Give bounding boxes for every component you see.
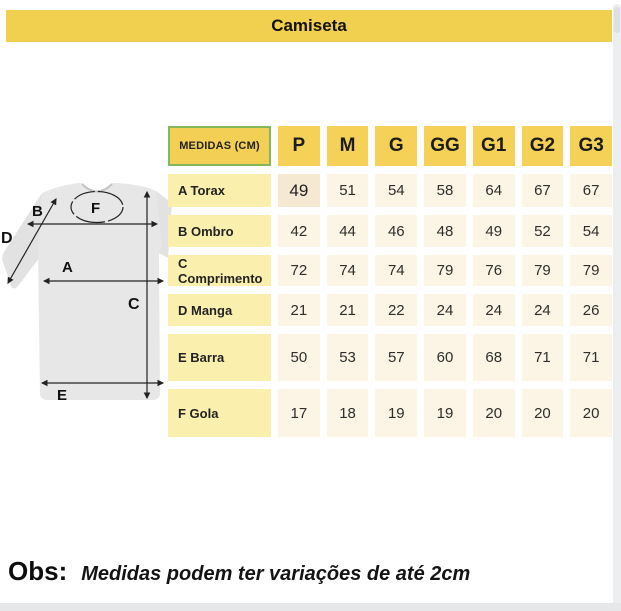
table-cell: 20 [570, 389, 612, 437]
table-cell: 44 [326, 215, 369, 247]
row-label-manga: D Manga [168, 294, 271, 326]
size-header-g1: G1 [472, 126, 515, 166]
scrollbar-thumb[interactable] [614, 7, 620, 33]
size-header-gg: GG [424, 126, 466, 166]
collar-curve [81, 183, 113, 193]
measure-label-b: B [32, 203, 43, 220]
table-cell: 79 [424, 255, 466, 286]
table-cell: 74 [326, 255, 369, 286]
table-cell: 20 [472, 389, 515, 437]
table-cell: 18 [326, 389, 369, 437]
table-cell: 52 [521, 215, 564, 247]
table-cell: 60 [424, 334, 466, 381]
measure-label-a: A [62, 259, 73, 276]
size-header-g3: G3 [570, 126, 612, 166]
measure-label-d: D [1, 230, 13, 247]
table-cell: 58 [424, 174, 466, 207]
bottom-edge-strip [0, 603, 621, 611]
table-cell: 26 [570, 294, 612, 326]
table-cell: 21 [278, 294, 320, 326]
row-label-torax: A Torax [168, 174, 271, 207]
row-label-ombro: B Ombro [168, 215, 271, 247]
table-cell: 20 [521, 389, 564, 437]
table-cell: 57 [375, 334, 418, 381]
table-cell: 42 [278, 215, 320, 247]
table-cell: 72 [278, 255, 320, 286]
table-cell: 46 [375, 215, 418, 247]
table-cell: 49 [278, 174, 320, 207]
measure-label-c: C [128, 296, 140, 313]
table-cell: 21 [326, 294, 369, 326]
table-cell: 19 [375, 389, 418, 437]
table-cell: 76 [472, 255, 515, 286]
table-cell: 79 [570, 255, 612, 286]
size-header-g2: G2 [521, 126, 564, 166]
tshirt-body [38, 183, 162, 400]
row-label-gola: F Gola [168, 389, 271, 437]
table-cell: 22 [375, 294, 418, 326]
table-cell: 51 [326, 174, 369, 207]
table-cell: 24 [472, 294, 515, 326]
table-cell: 71 [570, 334, 612, 381]
size-table: MEDIDAS (CM) P M G GG G1 G2 G3 A Torax 4… [168, 126, 612, 437]
row-label-barra: E Barra [168, 334, 271, 381]
table-cell: 17 [278, 389, 320, 437]
row-label-comprimento: C Comprimento [168, 255, 271, 286]
tshirt-diagram: F B D A C E [1, 183, 172, 404]
note-text: Medidas podem ter variações de até 2cm [81, 563, 471, 585]
page-title: Camiseta [271, 16, 347, 35]
table-cell: 48 [424, 215, 466, 247]
table-cell: 24 [424, 294, 466, 326]
observation-note: Obs: Medidas podem ter variações de até … [8, 556, 470, 587]
table-cell: 54 [570, 215, 612, 247]
table-cell: 67 [521, 174, 564, 207]
size-header-g: G [375, 126, 418, 166]
size-header-m: M [326, 126, 369, 166]
table-cell: 54 [375, 174, 418, 207]
table-cell: 50 [278, 334, 320, 381]
table-cell: 68 [472, 334, 515, 381]
scrollbar-track [613, 4, 621, 611]
table-cell: 79 [521, 255, 564, 286]
note-label: Obs: [8, 556, 68, 586]
table-cell: 64 [472, 174, 515, 207]
measures-header-cell: MEDIDAS (CM) [168, 126, 271, 166]
table-cell: 74 [375, 255, 418, 286]
table-cell: 19 [424, 389, 466, 437]
size-header-p: P [278, 126, 320, 166]
table-cell: 71 [521, 334, 564, 381]
measure-arrow-d [7, 198, 57, 284]
measure-label-e: E [57, 387, 67, 404]
table-cell: 49 [472, 215, 515, 247]
table-cell: 24 [521, 294, 564, 326]
measure-label-f: F [91, 200, 100, 217]
table-cell: 67 [570, 174, 612, 207]
title-bar: Camiseta [6, 10, 612, 42]
table-cell: 53 [326, 334, 369, 381]
